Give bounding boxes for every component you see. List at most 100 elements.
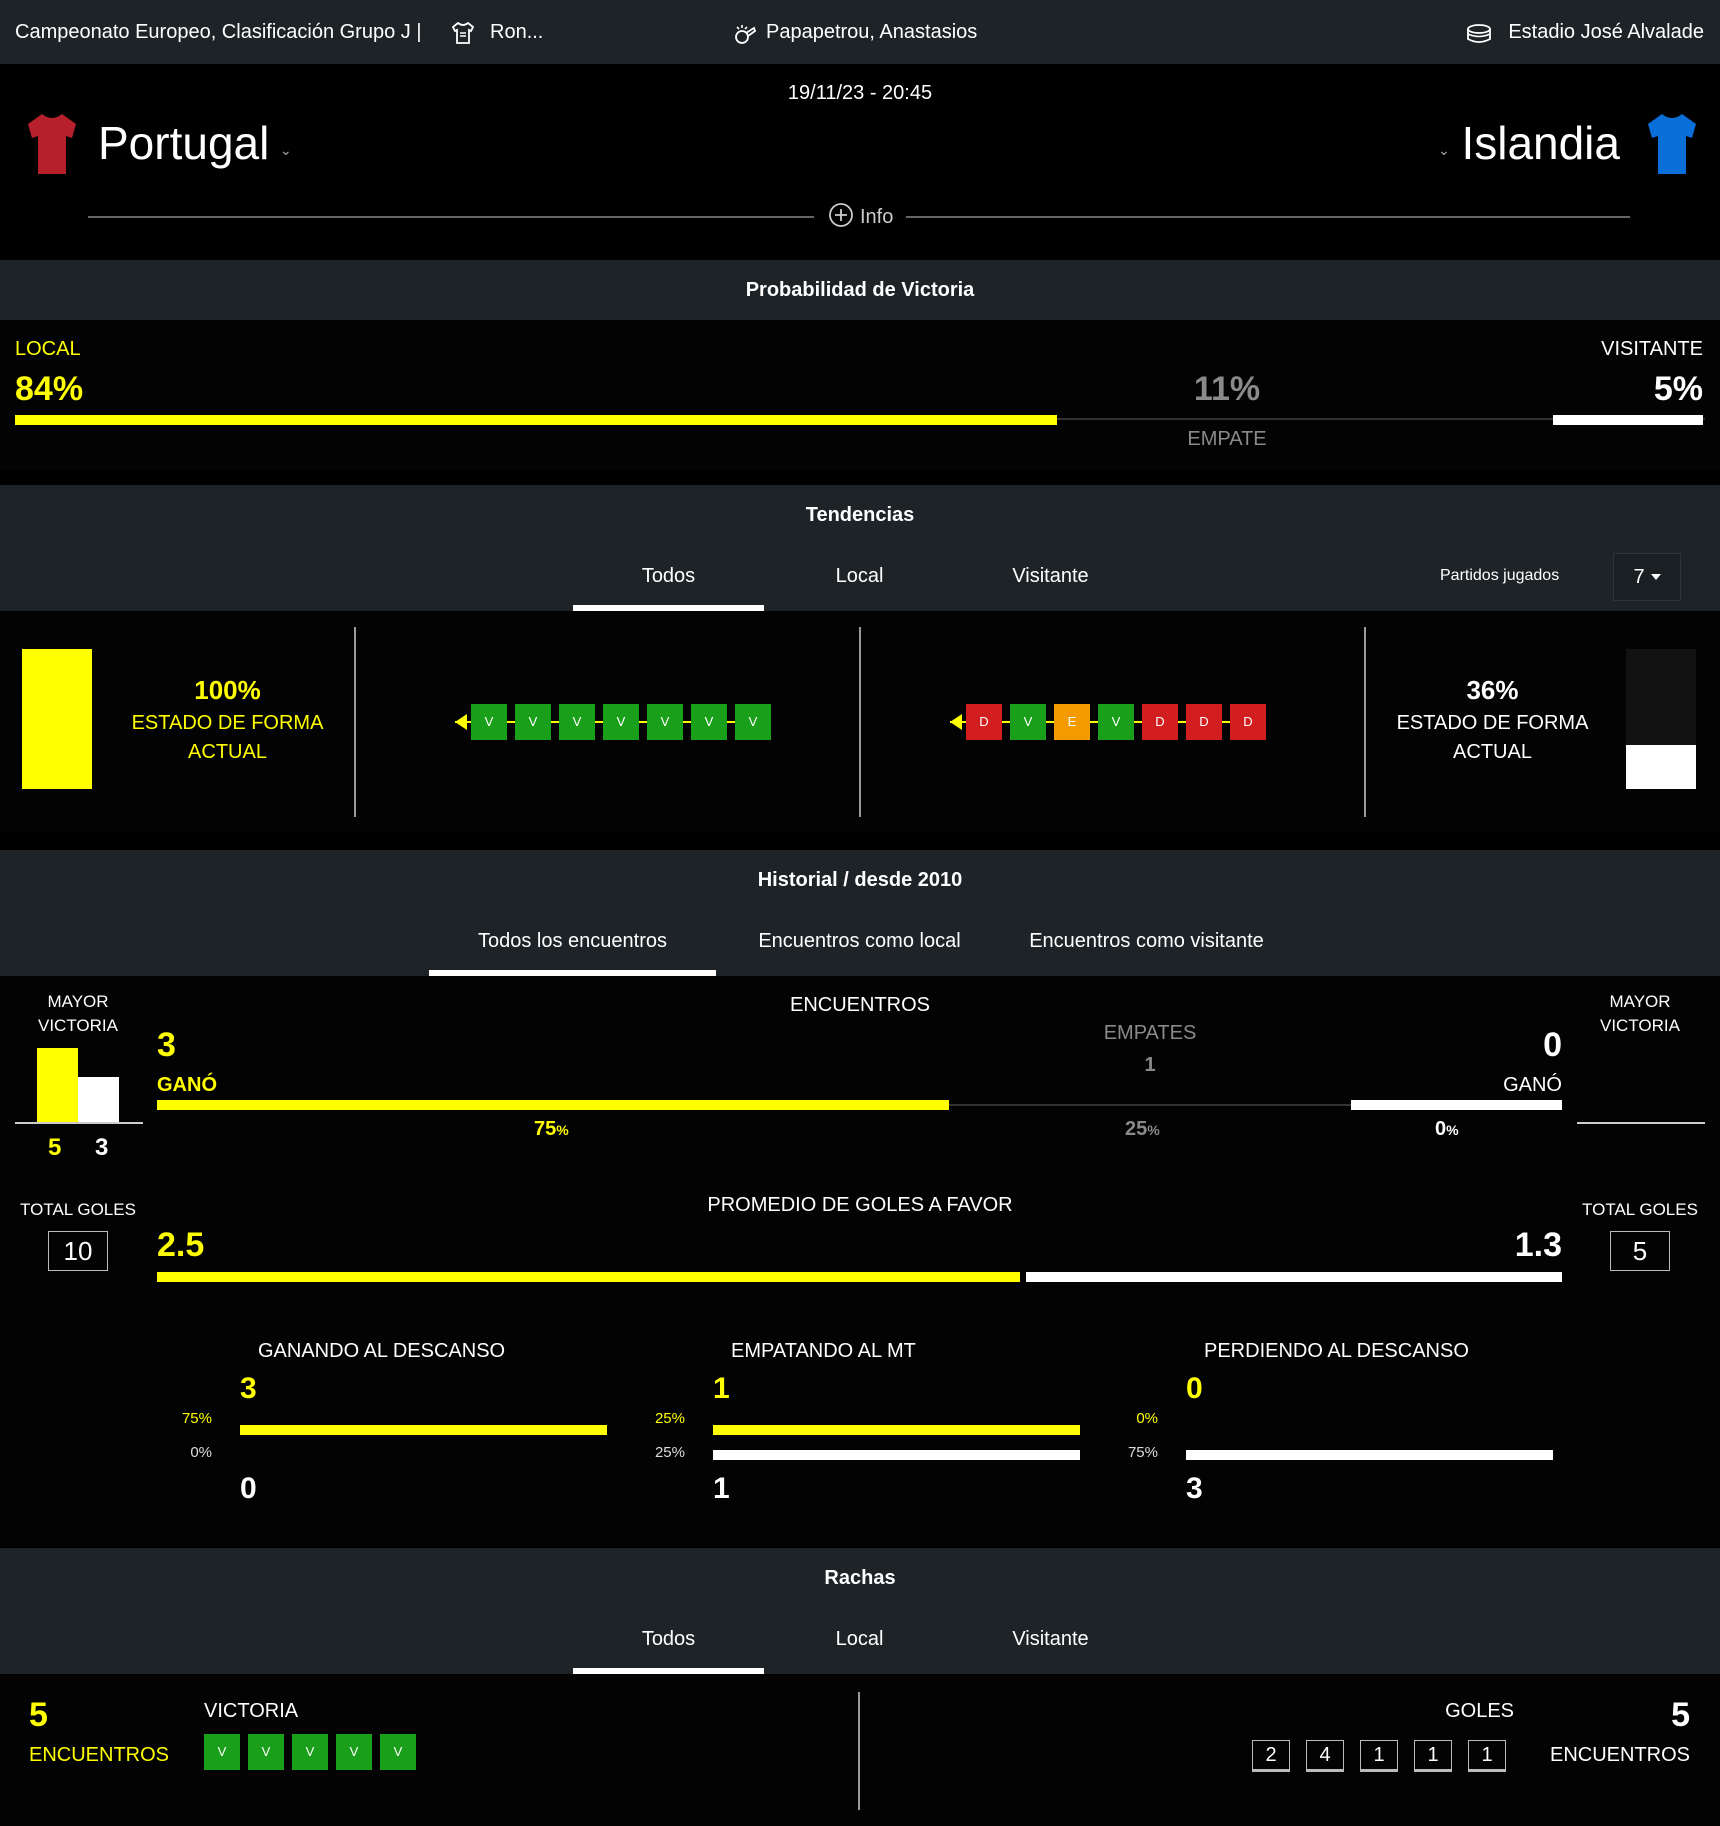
away-form-label-2: ACTUAL [1453,741,1532,763]
result-chip: V [647,704,683,740]
result-chip: D [1186,704,1222,740]
competition-name[interactable]: Campeonato Europeo, Clasificación Grupo … [15,21,422,43]
away-won-label: GANÓ [1503,1074,1562,1096]
result-chip: D [1230,704,1266,740]
draws-count: 1 [1144,1054,1156,1076]
home-label: LOCAL [15,338,81,360]
halftime-home-value: 3 [240,1372,257,1405]
away-probability: 5% [1653,370,1703,408]
result-chip: V [603,704,639,740]
halftime-home-pct: 75% [181,1410,212,1427]
referee-name: Papapetrou, Anastasios [766,21,978,43]
encounters-home-bar [157,1100,949,1110]
result-chip: V [1010,704,1046,740]
away-form-gauge [1626,649,1696,789]
home-probability: 84% [15,370,84,408]
tab-streaks-all[interactable]: Todos [573,1608,764,1674]
home-total-goals: 10 [48,1231,108,1271]
tab-history-home[interactable]: Encuentros como local [758,930,961,952]
matches-played-value: 7 [1633,565,1645,588]
result-chip: V [380,1734,416,1770]
halftime-home-value: 0 [1186,1372,1203,1405]
halftime-away-pct: 25% [654,1444,685,1461]
info-divider-right [906,216,1630,218]
home-team-chevron-down-icon[interactable]: ⌄ [280,142,292,158]
top-bar: Campeonato Europeo, Clasificación Grupo … [0,0,1720,64]
home-avg-goals-bar [157,1272,1020,1282]
draws-pct: 25% [1125,1118,1160,1140]
home-biggest-win-label-1: MAYOR [47,992,109,1011]
matches-played-select[interactable]: 7 [1613,553,1681,601]
home-wins-count: 3 [157,1026,176,1064]
halftime-label: PERDIENDO AL DESCANSO [1204,1340,1469,1362]
away-team-chevron-down-icon[interactable]: ⌄ [1438,142,1450,158]
home-streak-count: 5 [29,1696,48,1734]
streaks-divider [858,1692,860,1810]
tab-streaks-home[interactable]: Local [835,1628,884,1650]
halftime-away-pct: 0% [190,1444,212,1461]
history-tabbar: Todos los encuentros Encuentros como loc… [0,910,1720,976]
shirt-icon [450,20,476,52]
home-wins-pct: 75% [534,1118,569,1140]
streaks-tabbar: Todos Local Visitante [0,1608,1720,1674]
halftime-home-pct: 0% [1136,1410,1158,1427]
away-streak-count-label: ENCUENTROS [1549,1744,1690,1766]
trends-title: Tendencias [0,485,1720,545]
draws-label: EMPATES [1103,1022,1197,1044]
halftime-home-pct: 25% [654,1410,685,1427]
away-wins-pct: 0% [1435,1118,1459,1140]
home-team-name[interactable]: Portugal [98,117,270,169]
result-chip: V [691,704,727,740]
trends-divider-3 [1364,627,1366,817]
halftime-home-value: 1 [713,1372,730,1405]
away-team-name[interactable]: Islandia [1461,117,1620,169]
home-shirt-icon [24,112,80,181]
biggest-win-home-bar [37,1048,78,1124]
result-chip: V [336,1734,372,1770]
home-probability-bar [15,415,1057,425]
info-toggle[interactable]: Info [828,202,893,233]
away-form-fill [1626,745,1696,789]
info-label: Info [860,206,894,228]
away-avg-goals-bar [1026,1272,1562,1282]
result-chip: V [204,1734,240,1770]
biggest-win-baseline [15,1122,143,1124]
result-chip: V [471,704,507,740]
away-total-goals-label: TOTAL GOLES [1582,1200,1698,1219]
tab-trends-home[interactable]: Local [835,565,884,587]
tab-streaks-away[interactable]: Visitante [1012,1628,1089,1650]
result-chip: D [966,704,1002,740]
tab-history-all[interactable]: Todos los encuentros [429,910,716,976]
result-chip: V [559,704,595,740]
halftime-away-value: 1 [713,1472,730,1505]
result-chip: E [1054,704,1090,740]
matches-played-label: Partidos jugados [1440,567,1560,584]
result-chip: D [1142,704,1178,740]
home-form-gauge [22,649,92,789]
halftime-label: EMPATANDO AL MT [731,1340,916,1362]
home-total-goals-label: TOTAL GOLES [20,1200,136,1219]
tab-trends-away[interactable]: Visitante [1012,565,1089,587]
away-label: VISITANTE [1601,338,1703,360]
match-header: 19/11/23 - 20:45 Portugal ⌄ ⌄ Islandia I… [0,64,1720,260]
history-title: Historial / desde 2010 [0,850,1720,910]
whistle-icon [733,22,757,52]
away-avg-goals: 1.3 [1514,1226,1562,1264]
away-wins-count: 0 [1543,1026,1562,1064]
biggest-win-away-score: 3 [95,1134,109,1161]
away-biggest-win-baseline [1577,1122,1705,1124]
trends-divider-1 [354,627,356,817]
round-label[interactable]: Ron... [490,21,544,43]
away-form-label-1: ESTADO DE FORMA [1396,712,1589,734]
away-biggest-win-label-2: VICTORIA [1600,1016,1680,1035]
away-streak-type: GOLES [1445,1700,1514,1722]
tab-trends-all[interactable]: Todos [573,545,764,611]
away-streak-count: 5 [1671,1696,1690,1734]
goal-count-box: 1 [1468,1740,1506,1772]
arrow-left-icon [455,714,467,730]
tab-history-away[interactable]: Encuentros como visitante [1029,930,1264,952]
goal-count-box: 1 [1414,1740,1452,1772]
